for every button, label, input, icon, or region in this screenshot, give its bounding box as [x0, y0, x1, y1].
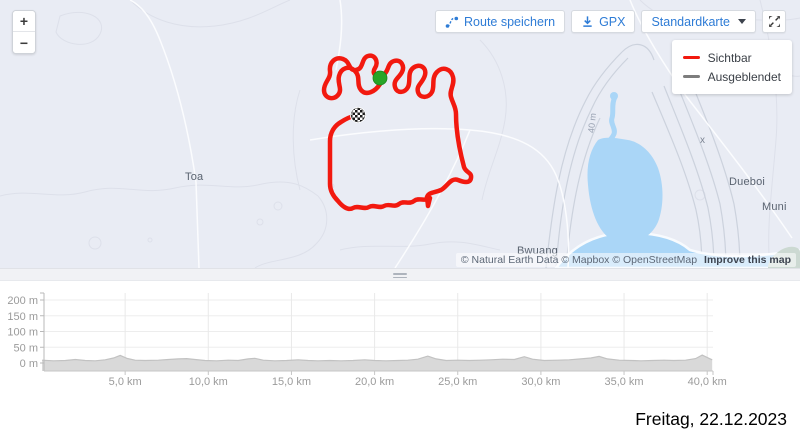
ridge-contours [545, 43, 741, 268]
fullscreen-button[interactable] [762, 10, 786, 33]
legend-item-hidden: Ausgeblendet [682, 67, 781, 86]
map-attribution: © Natural Earth Data © Mapbox © OpenStre… [455, 253, 796, 267]
svg-text:50 m: 50 m [14, 342, 38, 354]
footer: Freitag, 22.12.2023 [0, 403, 800, 440]
zoom-out-button[interactable]: − [13, 32, 35, 53]
finish-marker[interactable] [350, 107, 366, 123]
visible-route-swatch [682, 56, 700, 59]
map-canvas[interactable]: Toa Bwuang Dueboi Muni x 40 m + − Route … [0, 0, 800, 268]
map-toolbar: Route speichern GPX Standardkarte [435, 10, 786, 33]
gpx-download-button[interactable]: GPX [571, 10, 636, 33]
elevation-chart-svg: 0 m 50 m 100 m 150 m 200 m 5,0 km 10,0 km 15,0 … [7, 292, 727, 388]
elevation-chart: 0 m 50 m 100 m 150 m 200 m 5,0 km 10,0 km 15,0 … [0, 281, 800, 403]
attribution-credits-links[interactable]: © Natural Earth Data © Mapbox © OpenStre… [460, 254, 698, 266]
legend-hidden-label: Ausgeblendet [707, 69, 781, 84]
hidden-route-swatch [682, 75, 700, 78]
divider-drag-handle[interactable] [391, 272, 409, 279]
map-background [0, 0, 800, 268]
svg-text:40,0 km: 40,0 km [688, 376, 727, 388]
zoom-in-button[interactable]: + [13, 11, 35, 32]
improve-map-link[interactable]: Improve this map [704, 254, 791, 266]
svg-text:200 m: 200 m [7, 295, 38, 307]
route-visibility-legend: Sichtbar Ausgeblendet [671, 40, 792, 94]
start-marker[interactable] [372, 70, 388, 86]
lake-inlet [601, 94, 618, 149]
contour-lines [0, 0, 800, 268]
save-route-button[interactable]: Route speichern [435, 10, 566, 33]
svg-text:25,0 km: 25,0 km [438, 376, 477, 388]
svg-text:100 m: 100 m [7, 327, 38, 339]
route-polyline[interactable] [321, 53, 474, 212]
map-style-label: Standardkarte [651, 14, 730, 29]
download-icon [581, 15, 594, 28]
gpx-label: GPX [599, 14, 626, 29]
date-label: Freitag, 22.12.2023 [635, 409, 787, 429]
legend-visible-label: Sichtbar [707, 50, 752, 65]
contour-label-40m: 40 m [585, 112, 599, 134]
roads [129, 0, 793, 268]
chevron-down-icon [738, 19, 746, 24]
route-icon [445, 15, 459, 29]
svg-text:35,0 km: 35,0 km [604, 376, 643, 388]
save-route-label: Route speichern [464, 14, 556, 29]
lake-pond [610, 92, 618, 100]
svg-text:5,0 km: 5,0 km [109, 376, 142, 388]
svg-text:150 m: 150 m [7, 311, 38, 323]
svg-text:15,0 km: 15,0 km [272, 376, 311, 388]
lake-water [587, 137, 663, 244]
map-chart-divider [0, 268, 800, 281]
svg-text:30,0 km: 30,0 km [521, 376, 560, 388]
svg-text:10,0 km: 10,0 km [189, 376, 228, 388]
map-zoom-control: + − [12, 10, 36, 54]
svg-text:20,0 km: 20,0 km [355, 376, 394, 388]
map-style-dropdown[interactable]: Standardkarte [641, 10, 756, 33]
svg-text:0 m: 0 m [20, 358, 38, 370]
fullscreen-icon [768, 15, 781, 28]
legend-item-visible: Sichtbar [682, 48, 781, 67]
